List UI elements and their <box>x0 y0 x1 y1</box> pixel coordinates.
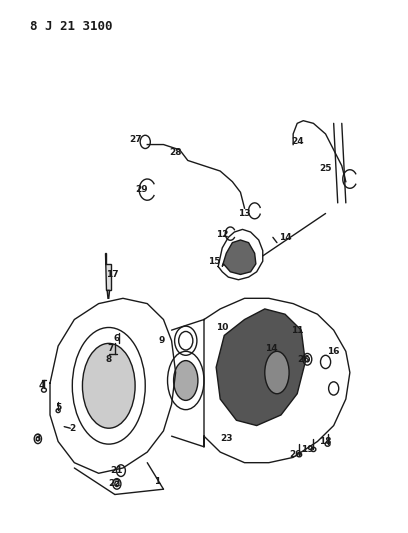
Text: 3: 3 <box>35 434 41 443</box>
Text: 1: 1 <box>154 477 160 486</box>
Text: 15: 15 <box>208 257 220 265</box>
Text: 18: 18 <box>319 437 332 446</box>
Text: 4: 4 <box>39 381 45 390</box>
Text: 21: 21 <box>111 466 123 475</box>
Ellipse shape <box>174 361 198 400</box>
Text: 23: 23 <box>220 434 233 443</box>
Polygon shape <box>222 240 256 274</box>
Text: 6: 6 <box>114 334 120 343</box>
Text: 2: 2 <box>69 424 75 433</box>
Text: 22: 22 <box>109 479 121 488</box>
Text: 24: 24 <box>291 138 304 147</box>
Text: 12: 12 <box>216 230 228 239</box>
Text: 14: 14 <box>279 233 291 242</box>
Ellipse shape <box>82 343 135 428</box>
Polygon shape <box>105 253 111 290</box>
Polygon shape <box>107 290 110 298</box>
Text: 14: 14 <box>264 344 277 353</box>
Text: 7: 7 <box>108 344 114 353</box>
Polygon shape <box>216 309 305 425</box>
Text: 8: 8 <box>106 355 112 364</box>
Text: 29: 29 <box>135 185 148 194</box>
Ellipse shape <box>265 351 289 394</box>
Text: 10: 10 <box>216 323 228 332</box>
Text: 19: 19 <box>301 445 314 454</box>
Text: 25: 25 <box>319 164 332 173</box>
Text: 28: 28 <box>169 148 182 157</box>
Text: 17: 17 <box>106 270 119 279</box>
Text: 9: 9 <box>158 336 165 345</box>
Text: 11: 11 <box>291 326 304 335</box>
Text: 16: 16 <box>328 347 340 356</box>
Text: 27: 27 <box>129 135 142 144</box>
Text: 13: 13 <box>238 209 251 218</box>
Text: 26: 26 <box>297 355 310 364</box>
Text: 8 J 21 3100: 8 J 21 3100 <box>30 20 112 33</box>
Text: 20: 20 <box>289 450 302 459</box>
Text: 5: 5 <box>55 402 61 411</box>
